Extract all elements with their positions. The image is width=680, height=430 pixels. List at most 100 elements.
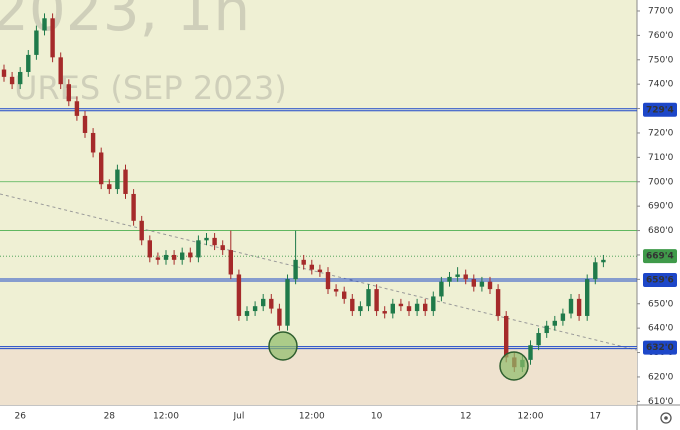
- candle-body: [423, 303, 428, 312]
- candle-body: [236, 274, 242, 316]
- candle-body: [455, 274, 460, 277]
- candle-body: [374, 289, 379, 312]
- settings-icon-ring[interactable]: [660, 412, 672, 424]
- candle-body: [342, 291, 347, 299]
- candle-body: [366, 289, 371, 307]
- candle-body: [261, 298, 266, 307]
- x-tick-label: 17: [590, 412, 601, 422]
- price-label: 669'4: [646, 252, 674, 262]
- candle-body: [487, 281, 493, 290]
- candle-body: [220, 245, 225, 251]
- candle-body: [269, 298, 274, 309]
- watermark: 2023, 1h: [0, 0, 250, 44]
- x-tick-label: 12: [460, 412, 471, 422]
- settings-icon-dot[interactable]: [664, 416, 668, 420]
- y-tick-label: 610'0: [648, 397, 674, 407]
- candle-body: [99, 152, 104, 185]
- candle-body: [390, 303, 395, 314]
- candle-body: [350, 298, 355, 312]
- candle-body: [58, 57, 63, 85]
- candle-body: [560, 313, 566, 321]
- plot: [0, 13, 638, 405]
- x-tick-label: 12:00: [299, 412, 325, 422]
- candle-body: [277, 308, 282, 326]
- candle-body: [228, 250, 233, 275]
- candle-body: [139, 220, 144, 241]
- candle-body: [495, 289, 501, 316]
- candle-body: [115, 169, 120, 190]
- candle-body: [131, 193, 136, 221]
- x-tick-label: 26: [14, 412, 26, 422]
- y-tick-label: 650'0: [648, 299, 674, 309]
- y-tick-label: 700'0: [648, 177, 674, 187]
- x-tick-label: 12:00: [518, 412, 544, 422]
- candle-body: [1, 69, 7, 77]
- price-label: 659'6: [646, 275, 674, 285]
- candle-body: [601, 259, 606, 263]
- candle-body: [9, 76, 15, 85]
- candle-body: [333, 289, 339, 292]
- watermark: URES (SEP 2023): [14, 69, 287, 107]
- candle-body: [204, 237, 209, 241]
- candle-body: [74, 101, 80, 116]
- candle-body: [155, 257, 161, 260]
- candle-body: [576, 298, 582, 316]
- candle-body: [325, 272, 331, 290]
- candle-body: [196, 240, 201, 258]
- candle-body: [504, 315, 509, 358]
- candle-body: [42, 18, 47, 31]
- candle-body: [544, 325, 549, 334]
- candle-body: [552, 320, 557, 326]
- candle-body: [358, 306, 363, 312]
- candle-body: [536, 333, 541, 346]
- candle-body: [147, 240, 152, 258]
- settings-icon[interactable]: [660, 412, 672, 424]
- candle-body: [447, 276, 452, 282]
- price-label-box: [643, 340, 677, 355]
- y-tick-label: 710'0: [648, 153, 674, 163]
- y-tick-label: 760'0: [648, 31, 674, 41]
- y-tick-label: 620'0: [648, 372, 674, 382]
- highlight-circle: [499, 351, 529, 381]
- y-tick-label: 690'0: [648, 202, 674, 212]
- candle-body: [50, 18, 55, 58]
- candle-body: [123, 169, 128, 194]
- candle-body: [439, 281, 444, 297]
- highlight-circle: [268, 331, 298, 361]
- y-tick-label: 640'0: [648, 324, 674, 334]
- zone: [0, 347, 637, 405]
- candle-body: [479, 281, 485, 287]
- candle-body: [252, 306, 258, 312]
- candle-body: [18, 71, 23, 85]
- candle-body: [528, 345, 533, 360]
- y-tick-label: 770'0: [648, 6, 674, 16]
- price-label-box: [643, 272, 677, 287]
- candle-body: [163, 254, 169, 260]
- candle-body: [382, 311, 387, 314]
- price-label-box: [643, 102, 677, 117]
- y-tick-label: 720'0: [648, 128, 674, 138]
- y-tick-label: 680'0: [648, 226, 674, 236]
- candle-body: [406, 306, 412, 312]
- candle-body: [26, 54, 31, 72]
- candle-body: [301, 259, 306, 265]
- candle-body: [171, 254, 177, 260]
- candle-body: [34, 30, 39, 55]
- candle-body: [107, 184, 112, 190]
- candle-body: [212, 237, 217, 246]
- y-tick-label: 740'0: [648, 80, 674, 90]
- candle-body: [285, 279, 290, 326]
- x-tick-label: 12:00: [153, 412, 179, 422]
- y-tick-label: 750'0: [648, 55, 674, 65]
- candle-body: [593, 262, 598, 280]
- candle-body: [244, 311, 250, 316]
- candle-body: [180, 252, 185, 260]
- candle-body: [82, 115, 88, 133]
- time-axis: [0, 405, 637, 430]
- candle-body: [568, 298, 574, 314]
- candle-body: [414, 303, 420, 312]
- plot-background: [0, 0, 637, 405]
- trend-line: [0, 193, 638, 351]
- candle-body: [90, 132, 96, 153]
